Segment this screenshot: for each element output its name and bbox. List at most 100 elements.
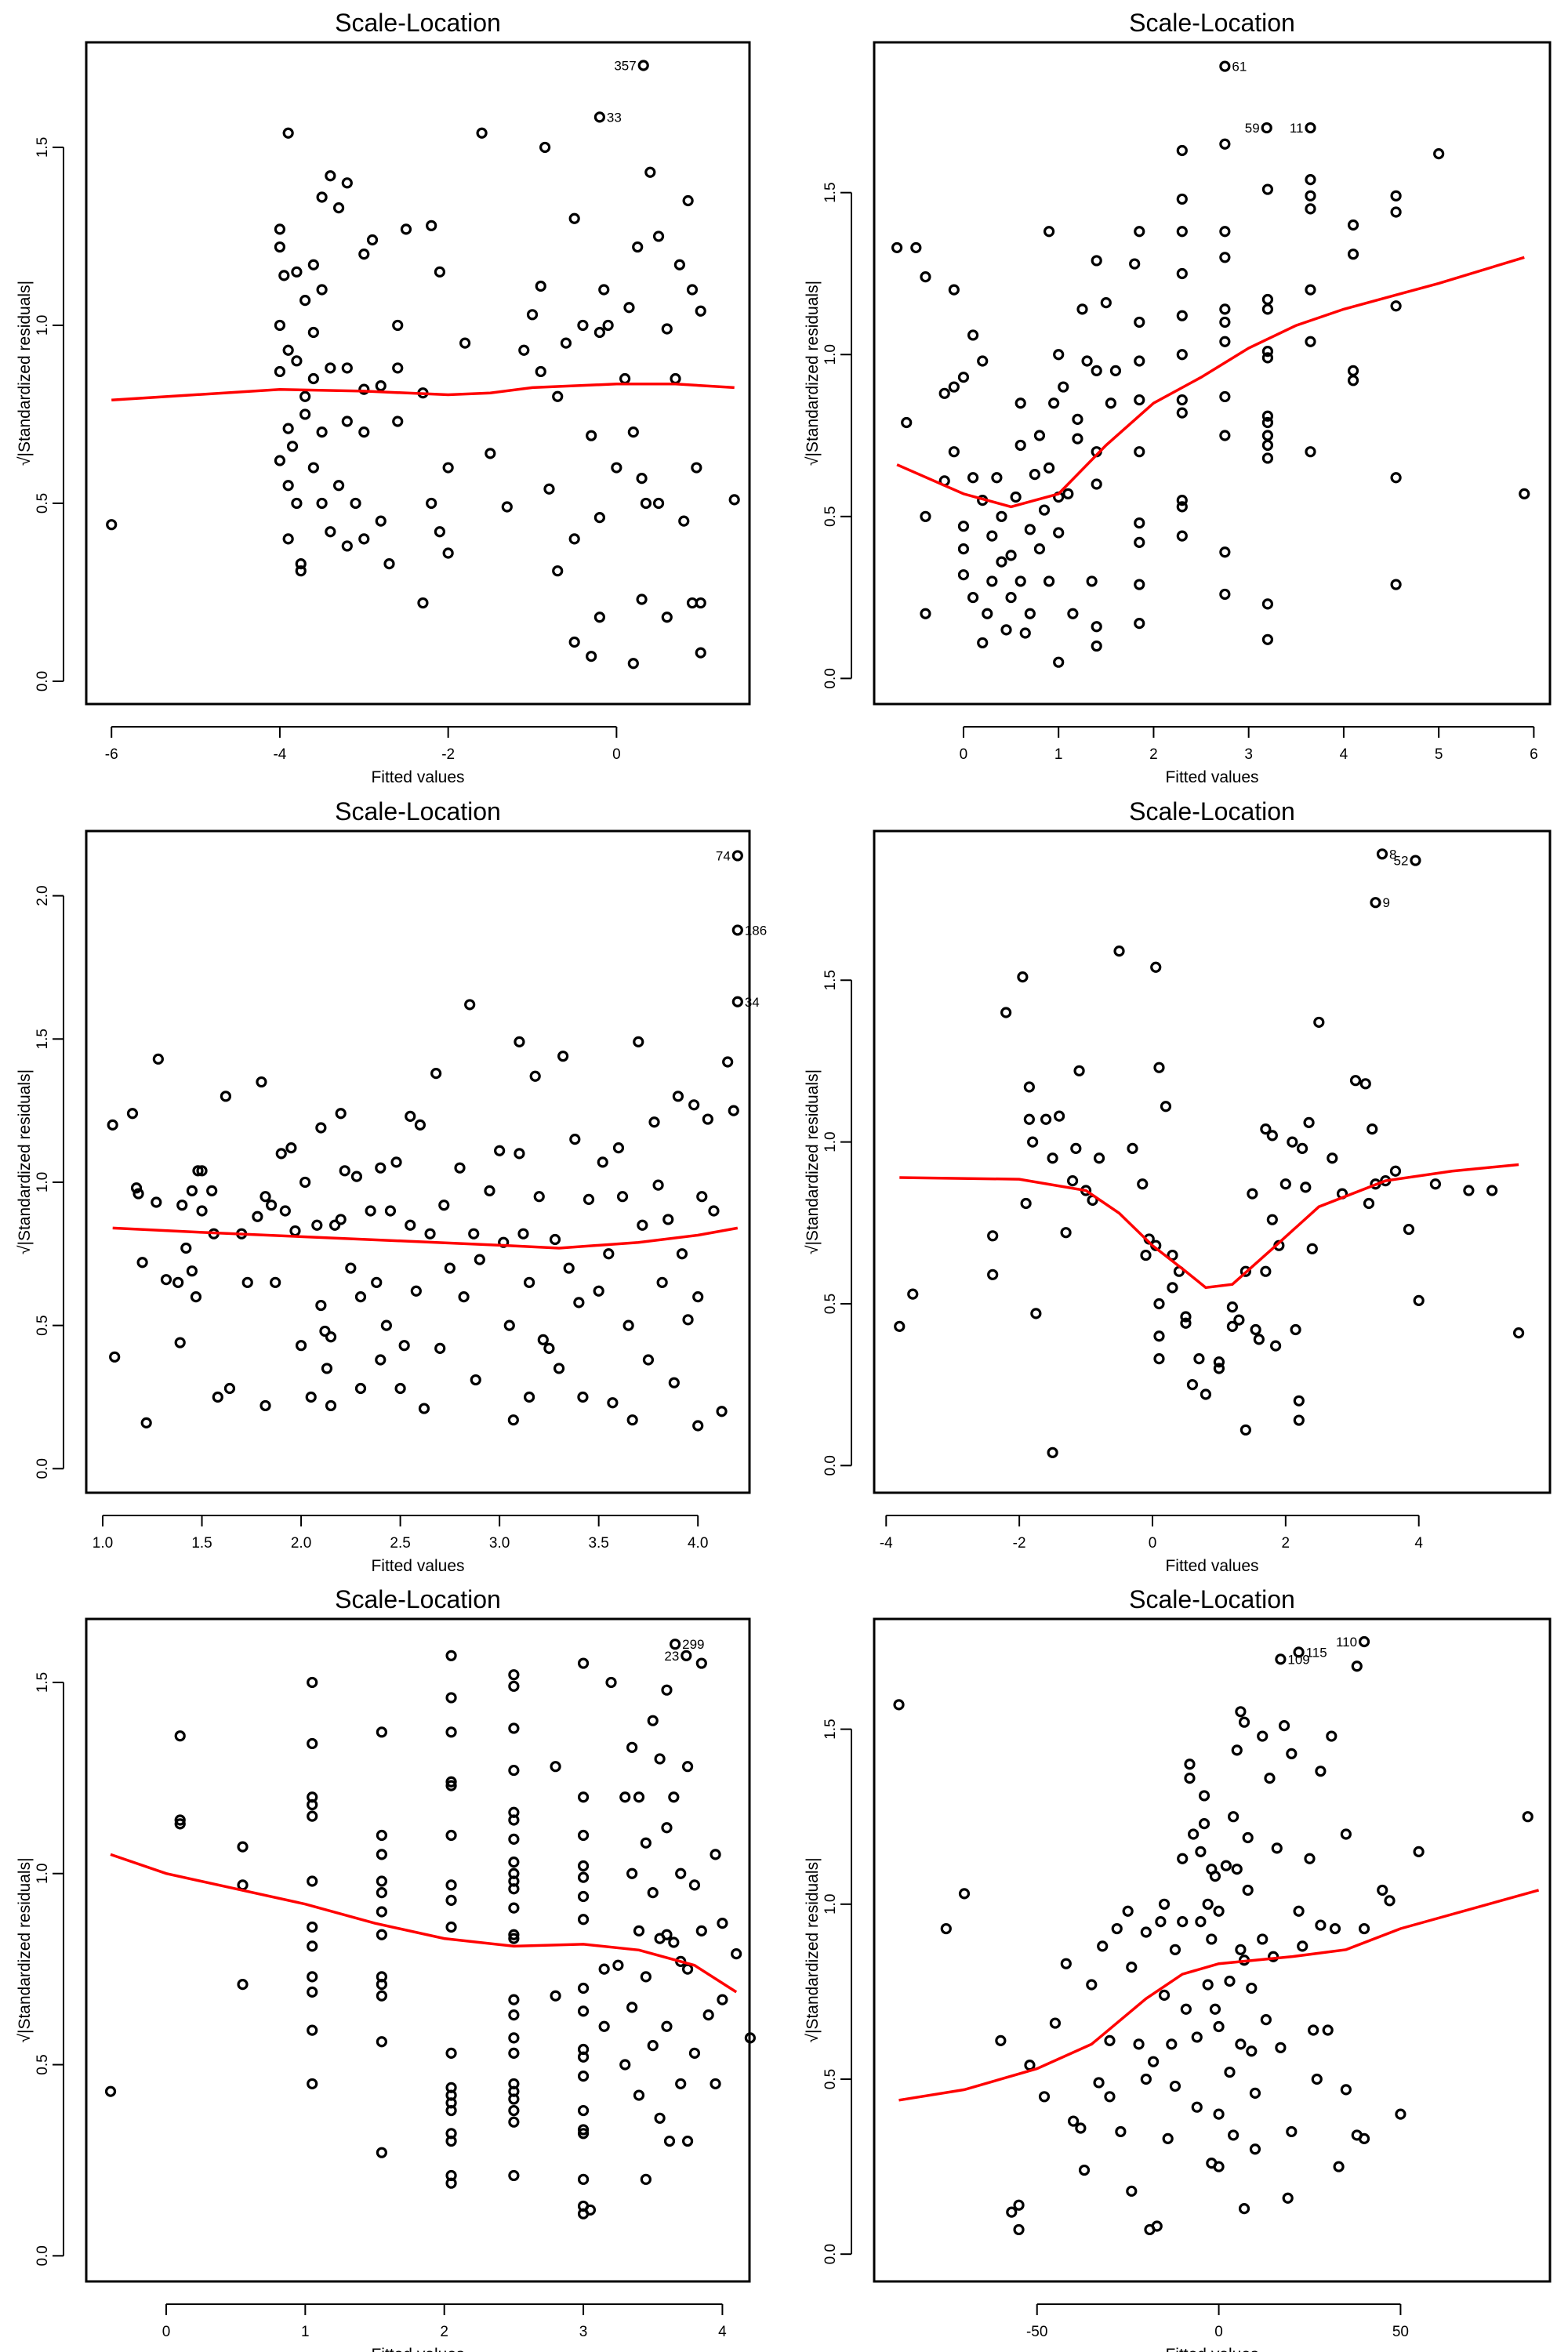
data-point	[1410, 855, 1421, 866]
data-point	[692, 1290, 704, 1303]
data-point	[190, 1290, 202, 1303]
data-point	[1287, 1136, 1298, 1148]
data-point	[332, 480, 345, 492]
point-label: 59	[1245, 121, 1260, 136]
data-point	[1219, 316, 1231, 328]
chart-title: Scale-Location	[1129, 797, 1295, 826]
data-point	[1247, 1188, 1258, 1200]
data-point	[1100, 297, 1112, 309]
data-point	[192, 1165, 204, 1177]
y-axis-label: √|Standardized residuals|	[16, 1857, 34, 2042]
data-point	[577, 2104, 590, 2117]
y-tick-label: 0.5	[34, 493, 51, 514]
data-point	[1013, 2223, 1025, 2236]
data-point	[1209, 2003, 1221, 2015]
data-point	[632, 241, 644, 253]
data-point	[1177, 1853, 1189, 1864]
data-point	[1349, 1075, 1362, 1087]
data-point	[445, 1692, 457, 1704]
data-point	[991, 472, 1003, 484]
data-point	[661, 2020, 673, 2032]
data-point	[1250, 1323, 1261, 1336]
data-point	[568, 533, 580, 545]
data-point	[295, 565, 307, 577]
x-tick-label: 2	[1149, 746, 1158, 763]
data-point	[106, 519, 118, 531]
data-point	[454, 1162, 466, 1174]
data-point	[508, 2009, 520, 2021]
data-point	[376, 1875, 387, 1887]
data-point	[695, 305, 706, 317]
data-point	[319, 1325, 331, 1338]
data-point	[434, 526, 446, 538]
data-point	[702, 1113, 713, 1125]
y-tick-label: 1.0	[822, 1894, 839, 1915]
data-point	[1219, 138, 1231, 150]
data-point	[1311, 2073, 1323, 2085]
data-point	[444, 1262, 456, 1274]
data-point	[410, 1285, 422, 1297]
data-point	[670, 372, 681, 385]
data-point	[130, 1182, 143, 1194]
data-point	[285, 1142, 297, 1154]
data-point	[414, 1119, 426, 1131]
y-tick-label: 0.5	[34, 2054, 51, 2074]
data-point	[1043, 575, 1055, 587]
data-point	[295, 558, 307, 570]
data-point	[647, 2040, 659, 2052]
data-point	[948, 446, 960, 458]
data-point	[1191, 2031, 1203, 2043]
point-label: 8	[1389, 847, 1396, 862]
data-point	[626, 1414, 638, 1426]
data-point	[494, 1145, 506, 1156]
data-point	[278, 270, 290, 281]
data-point	[341, 362, 353, 374]
data-point	[174, 1337, 186, 1348]
data-point	[675, 1867, 687, 1879]
data-point	[1067, 608, 1079, 619]
data-point	[1293, 1414, 1305, 1426]
data-point	[358, 383, 370, 395]
data-point	[1240, 1424, 1251, 1436]
data-point	[1097, 1940, 1109, 1952]
data-point	[1134, 394, 1145, 406]
y-tick-label: 1.0	[34, 1864, 51, 1884]
x-tick-label: 4	[1340, 746, 1348, 763]
x-tick-label: 2.0	[291, 1535, 311, 1552]
data-point	[1023, 1081, 1035, 1093]
data-point	[307, 1676, 318, 1689]
data-point	[508, 1814, 520, 1826]
data-point	[1058, 381, 1069, 393]
data-point	[1176, 394, 1188, 406]
data-point	[1347, 219, 1359, 231]
x-tick-label: -4	[880, 1535, 893, 1552]
data-point	[1261, 303, 1274, 315]
data-point	[1180, 2003, 1192, 2015]
data-point	[1186, 1379, 1199, 1391]
data-point	[996, 556, 1007, 568]
data-point	[241, 1276, 253, 1288]
data-point	[597, 1156, 608, 1168]
data-point	[633, 1925, 645, 1936]
data-point	[652, 230, 665, 242]
data-point	[602, 319, 614, 332]
data-point	[1176, 193, 1188, 205]
y-tick-label: 1.5	[34, 137, 51, 158]
data-point	[577, 2071, 590, 2082]
data-point	[910, 241, 922, 254]
data-point	[1358, 2132, 1370, 2144]
point-label: 74	[716, 848, 731, 863]
data-point	[1158, 1898, 1171, 1910]
data-point	[1235, 1706, 1247, 1718]
data-point	[1137, 1178, 1149, 1190]
data-point	[593, 512, 605, 524]
data-point	[508, 2093, 520, 2105]
data-point	[1066, 1175, 1079, 1187]
data-point	[568, 636, 580, 648]
data-point	[508, 1994, 520, 2005]
data-point	[174, 1814, 186, 1826]
x-axis-label: Fitted values	[371, 2346, 464, 2352]
data-point	[270, 1276, 281, 1288]
data-point	[341, 416, 353, 427]
x-tick-label: 2	[1282, 1535, 1290, 1552]
